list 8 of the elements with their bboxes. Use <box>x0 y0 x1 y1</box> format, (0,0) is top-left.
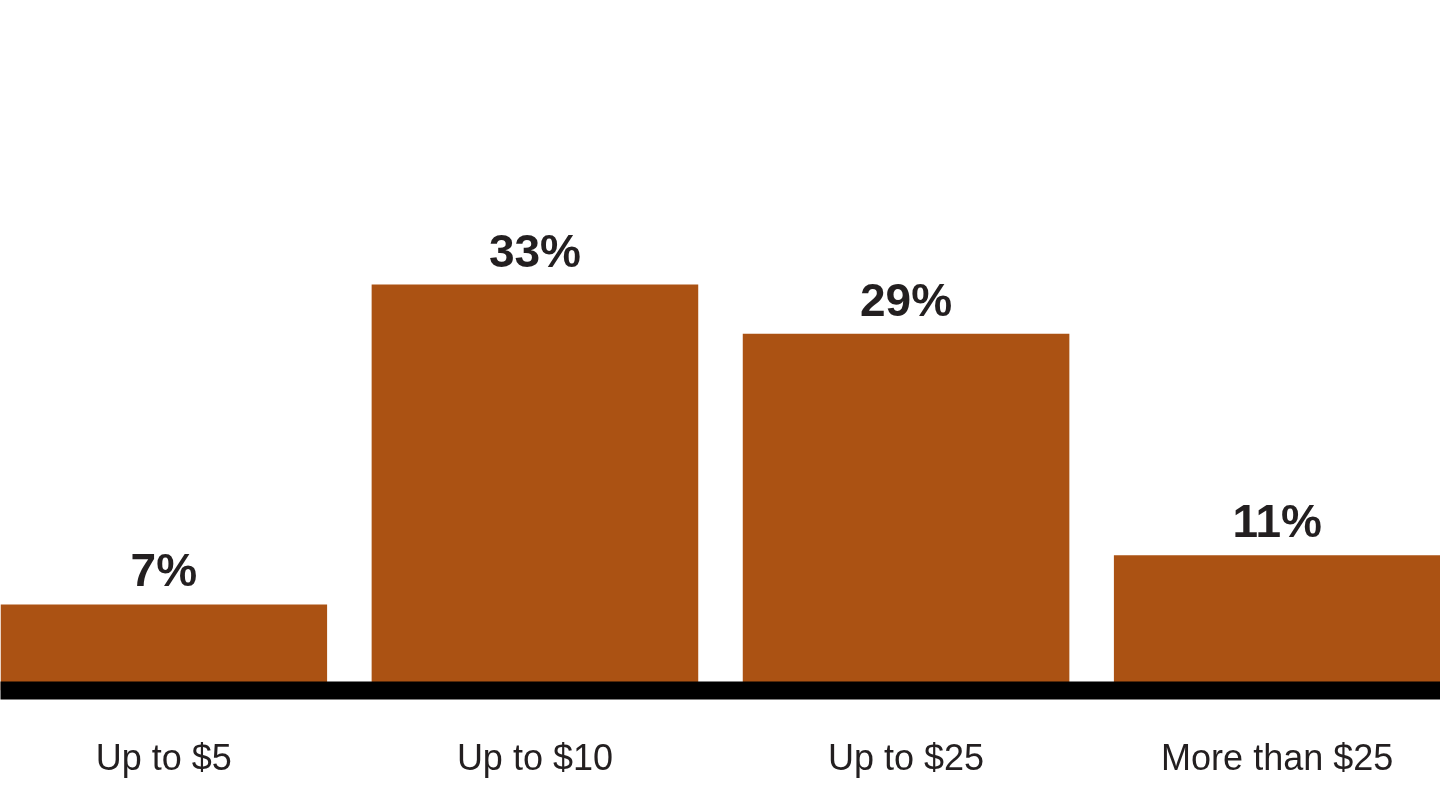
data-label: 11% <box>1232 495 1322 548</box>
x-tick-label: Up to $5 <box>95 736 232 778</box>
data-label: 29% <box>860 273 953 326</box>
data-label: 7% <box>130 544 198 597</box>
data-label: 33% <box>488 224 581 277</box>
x-tick-label: Up to $25 <box>828 736 985 778</box>
x-tick-label: Up to $10 <box>456 736 613 778</box>
x-tick-label: More than $25 <box>1161 736 1394 778</box>
